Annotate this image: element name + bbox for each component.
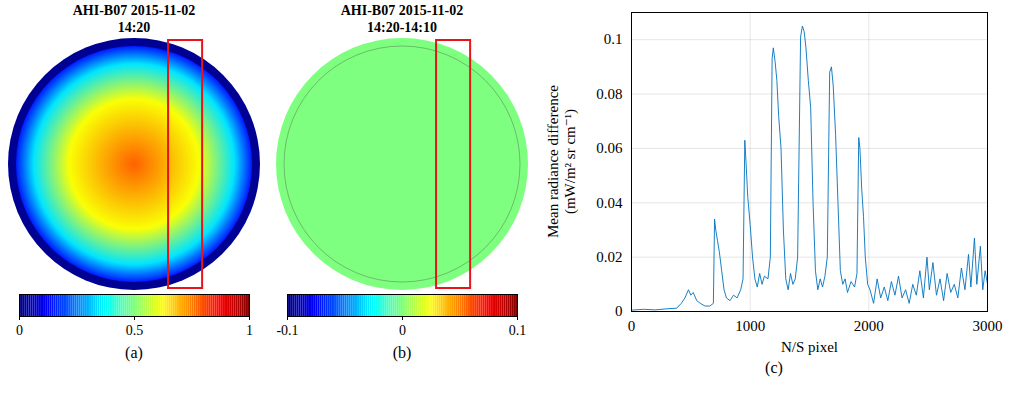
svg-text:Mean radiance difference(mW/m²: Mean radiance difference(mW/m² sr cm⁻¹) bbox=[545, 85, 579, 238]
html-text:(c): (c) bbox=[765, 359, 783, 376]
html-text:(a): (a) bbox=[125, 344, 143, 361]
svg-text:1: 1 bbox=[246, 323, 253, 338]
svg-text:0.06: 0.06 bbox=[596, 140, 623, 156]
html-text:AHI-B07 2015-11-02: AHI-B07 2015-11-02 bbox=[340, 3, 464, 18]
html-text:14:20: 14:20 bbox=[117, 20, 151, 35]
svg-text:0: 0 bbox=[16, 323, 23, 338]
svg-text:0.1: 0.1 bbox=[509, 323, 527, 338]
svg-text:1000: 1000 bbox=[735, 318, 765, 334]
html-text:(b): (b) bbox=[392, 344, 412, 361]
svg-text:0: 0 bbox=[399, 323, 406, 338]
svg-text:3000: 3000 bbox=[973, 318, 1003, 334]
svg-text:0.04: 0.04 bbox=[596, 195, 623, 211]
html-text:14:20-14:10: 14:20-14:10 bbox=[367, 20, 437, 35]
svg-text:2000: 2000 bbox=[854, 318, 884, 334]
svg-text:0: 0 bbox=[628, 318, 636, 334]
svg-text:0.5: 0.5 bbox=[126, 323, 144, 338]
svg-text:N/S pixel: N/S pixel bbox=[781, 339, 838, 355]
svg-text:0.02: 0.02 bbox=[596, 249, 622, 265]
svg-text:0: 0 bbox=[615, 303, 623, 319]
html-text:AHI-B07 2015-11-02: AHI-B07 2015-11-02 bbox=[72, 3, 196, 18]
svg-text:-0.1: -0.1 bbox=[276, 323, 298, 338]
svg-text:0.1: 0.1 bbox=[604, 31, 623, 47]
svg-text:0.08: 0.08 bbox=[596, 86, 622, 102]
